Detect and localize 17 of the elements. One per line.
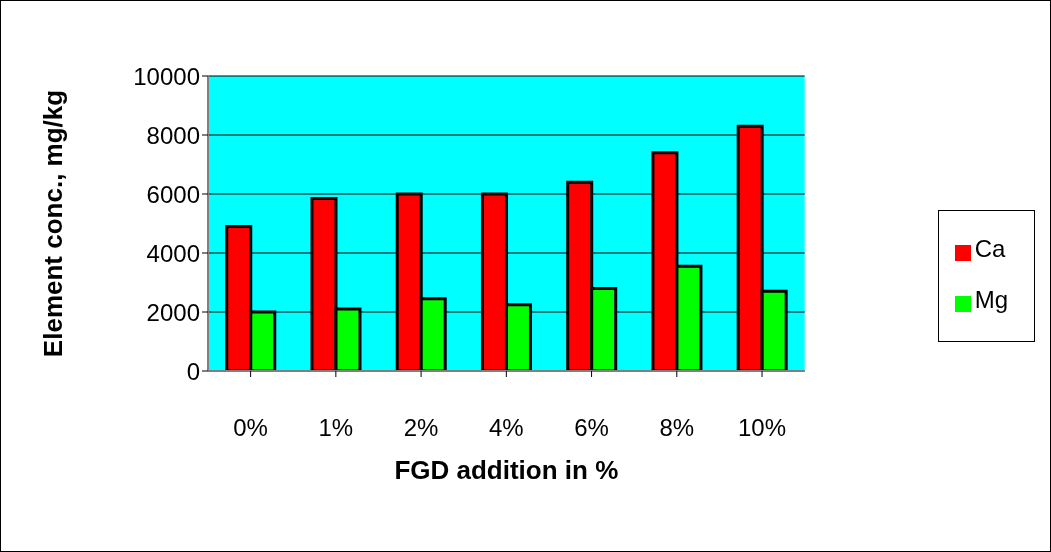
y-tick-label: 6000 [146, 180, 200, 208]
y-axis-title: Element conc., mg/kg [38, 89, 69, 358]
y-tick-label: 4000 [146, 239, 200, 267]
x-tick-label: 10% [738, 414, 787, 442]
x-tick-label: 8% [659, 414, 695, 442]
y-tick-label: 0 [186, 357, 200, 385]
y-tick-label: 10000 [133, 62, 200, 90]
y-tick-label: 2000 [146, 298, 200, 326]
x-tick-label: 4% [488, 414, 524, 442]
legend-label: Mg [974, 286, 1008, 313]
x-tick-label: 1% [318, 414, 354, 442]
y-tick-label: 8000 [146, 121, 200, 149]
x-tick-label: 2% [403, 414, 439, 442]
x-tick-label: 6% [574, 414, 609, 442]
legend-label: Ca [974, 235, 1006, 262]
x-axis-title: FGD addition in % [394, 455, 619, 485]
x-tick-label: 0% [233, 414, 268, 442]
